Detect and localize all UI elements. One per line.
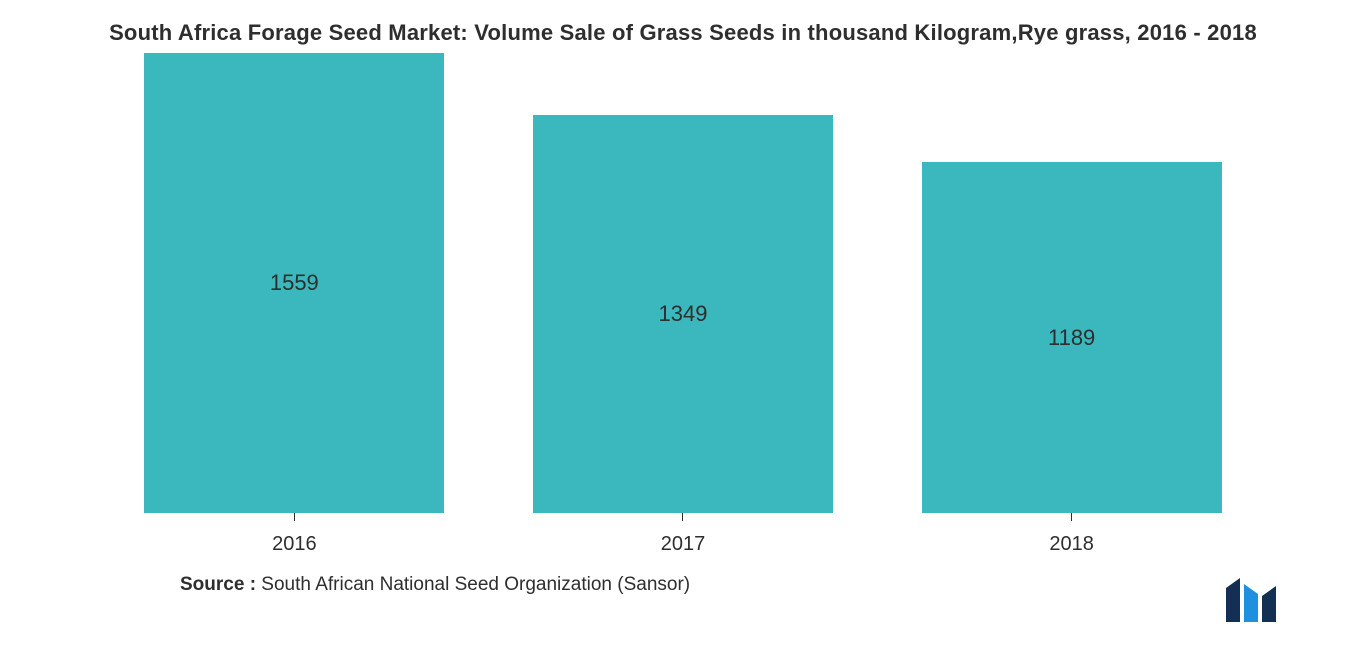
bar-category-label: 2018 [1049, 533, 1094, 556]
chart-plot-area: 1559 2016 1349 2017 1189 2018 [60, 76, 1306, 556]
chart-container: South Africa Forage Seed Market: Volume … [0, 0, 1366, 655]
bar-value-label: 1559 [270, 270, 319, 296]
axis-tick [682, 513, 683, 521]
bar-group: 1559 2016 [144, 53, 444, 556]
source-text: South African National Seed Organization… [256, 574, 690, 595]
bar: 1349 [533, 115, 833, 513]
bar-group: 1349 2017 [533, 115, 833, 556]
bar-category-label: 2016 [272, 533, 317, 556]
bar: 1189 [922, 162, 1222, 513]
bar-value-label: 1189 [1048, 325, 1095, 351]
bar-group: 1189 2018 [922, 162, 1222, 556]
bar-value-label: 1349 [659, 301, 708, 327]
source-label: Source : [180, 574, 256, 595]
axis-tick [1071, 513, 1072, 521]
brand-logo-icon [1226, 578, 1296, 627]
source-line: Source : South African National Seed Org… [60, 574, 1306, 596]
axis-tick [294, 513, 295, 521]
chart-title: South Africa Forage Seed Market: Volume … [60, 20, 1306, 46]
bar: 1559 [144, 53, 444, 513]
bar-category-label: 2017 [661, 533, 706, 556]
